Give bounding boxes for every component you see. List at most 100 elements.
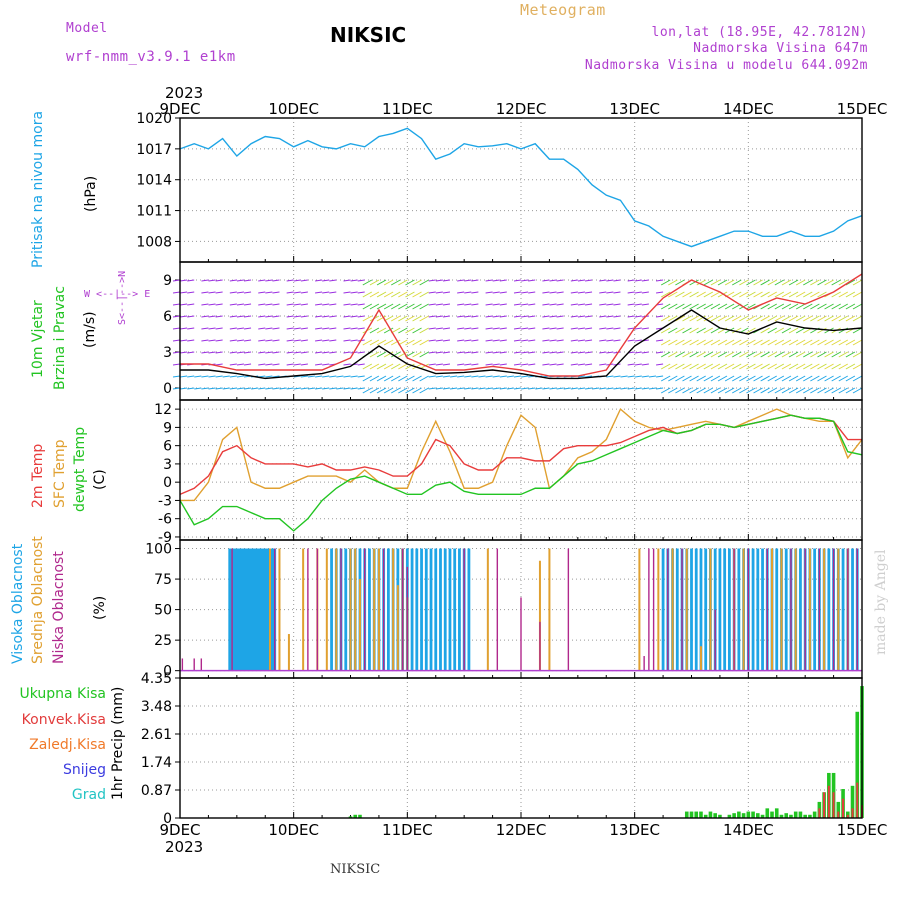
wind-barb xyxy=(180,279,188,282)
wind-barb xyxy=(781,291,792,298)
cloud-bar xyxy=(771,548,774,671)
wind-barb xyxy=(606,339,614,342)
wind-barb xyxy=(746,351,756,358)
cloud-bar xyxy=(240,548,243,671)
wind-barb xyxy=(293,351,301,354)
wind-barb xyxy=(435,387,443,390)
wind-barb xyxy=(542,279,550,282)
cloud-bar xyxy=(377,548,380,671)
wind-barb xyxy=(689,291,699,298)
wind-barb xyxy=(471,363,479,366)
wind-barb xyxy=(852,387,863,394)
cloud-bar xyxy=(263,548,267,671)
wind-barb xyxy=(485,363,493,366)
wind-barb xyxy=(696,339,706,346)
wind-barb xyxy=(682,315,692,322)
wind-barb xyxy=(300,315,308,318)
wind-barb xyxy=(781,351,792,358)
wind-barb xyxy=(293,315,301,318)
cloud-bar xyxy=(794,548,797,671)
wind-barb xyxy=(570,279,578,282)
wind-barb xyxy=(343,291,351,294)
wind-barb xyxy=(634,315,642,318)
year-bottom: 2023 xyxy=(165,838,204,856)
wind-barb xyxy=(703,339,714,346)
wind-barb xyxy=(795,375,806,382)
wind-barb xyxy=(824,339,834,346)
wind-barb xyxy=(215,339,223,342)
wind-barb xyxy=(243,327,252,330)
cloud-bar xyxy=(538,560,541,671)
precip-bar xyxy=(842,798,845,818)
wind-barb xyxy=(350,303,358,306)
pressure-ytick-label: 1020 xyxy=(136,111,172,127)
precip-bar xyxy=(798,811,803,818)
wind-barb xyxy=(852,375,863,382)
wind-barb xyxy=(570,303,578,306)
wind-barb xyxy=(449,387,458,390)
wind-barb xyxy=(810,303,820,310)
wind-barb xyxy=(350,279,358,282)
cloud-bar xyxy=(233,548,236,671)
wind-barb xyxy=(710,375,721,382)
wind-barb xyxy=(521,375,529,378)
legend-snow: Snijeg xyxy=(62,762,106,778)
wind-barb xyxy=(845,291,856,298)
wind-barb xyxy=(513,339,522,342)
precip-bar xyxy=(832,792,835,818)
wind-barb xyxy=(272,291,280,294)
cloud-bar xyxy=(737,548,741,671)
cloud-bar xyxy=(330,548,333,671)
wind-barb xyxy=(731,363,742,370)
wind-barb xyxy=(599,315,607,318)
wind-barb xyxy=(513,363,522,366)
wind-barb xyxy=(329,315,337,318)
wind-barb xyxy=(810,351,820,358)
wind-barb xyxy=(703,363,714,370)
wind-barb xyxy=(668,279,678,286)
wind-barb xyxy=(172,327,181,330)
precip-bar xyxy=(808,814,812,818)
wind-barb xyxy=(852,363,863,370)
wind-barb xyxy=(485,375,493,378)
wind-barb xyxy=(710,387,721,394)
wind-barb xyxy=(570,291,578,294)
wind-barb xyxy=(428,279,436,282)
wind-barb xyxy=(753,315,763,322)
cloud-bar xyxy=(335,548,338,671)
wind-barb xyxy=(236,327,245,330)
wind-barb xyxy=(485,387,493,390)
wind-barb xyxy=(634,327,642,330)
wind-barb xyxy=(405,375,415,382)
wind-barb xyxy=(774,315,785,322)
wind-barb xyxy=(222,387,230,390)
wind-barb xyxy=(215,363,223,366)
wind-barb xyxy=(724,279,735,286)
wind-barb xyxy=(236,339,245,342)
cloud-bar xyxy=(643,656,645,671)
wind-barb xyxy=(272,279,280,282)
wind-barb xyxy=(187,351,195,354)
wind-barb xyxy=(492,351,500,354)
wind-barb xyxy=(682,351,692,358)
wind-barb xyxy=(187,375,195,378)
wind-barb xyxy=(258,315,266,318)
wind-barb xyxy=(357,315,365,318)
wind-barb xyxy=(478,375,486,378)
wind-barb xyxy=(369,303,380,310)
wind-barb xyxy=(201,279,209,282)
wind-barb xyxy=(343,303,351,306)
wind-barb xyxy=(599,291,607,294)
precip-bar xyxy=(793,811,798,818)
wind-barb xyxy=(788,351,799,358)
wind-barb xyxy=(362,291,373,298)
wind-barb xyxy=(428,303,436,306)
wind-barb xyxy=(774,375,785,382)
cloud-bar xyxy=(373,548,376,671)
wind-barb xyxy=(668,375,678,382)
wind-barb xyxy=(412,279,422,286)
precip-bar xyxy=(732,813,736,818)
wind-barb xyxy=(513,303,522,306)
wind-barb xyxy=(265,375,273,378)
wind-barb xyxy=(753,363,763,370)
